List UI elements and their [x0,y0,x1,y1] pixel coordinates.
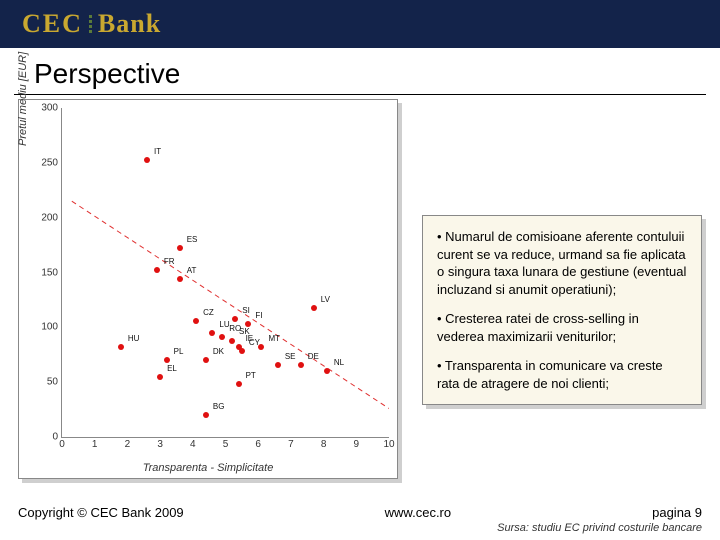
data-point [203,357,209,363]
x-tick: 6 [255,437,261,450]
x-tick: 10 [383,437,394,450]
data-point-label: ES [187,235,198,244]
data-point-label: LU [219,320,229,329]
y-tick: 150 [41,267,62,278]
data-point-label: IT [154,147,161,156]
data-point [193,318,199,324]
y-tick: 50 [47,377,62,388]
x-tick: 0 [59,437,65,450]
copyright-text: Copyright © CEC Bank 2009 [18,505,184,520]
data-point-label: HU [128,334,140,343]
x-tick: 2 [125,437,131,450]
scatter-chart: Pretul mediu [EUR] 050100150200250300012… [18,99,398,479]
x-axis-label: Transparenta - Simplicitate [143,462,274,474]
x-tick: 1 [92,437,98,450]
data-point-label: DE [308,352,319,361]
data-point [311,305,317,311]
data-point-label: CZ [203,308,214,317]
data-point [298,362,304,368]
page-number: pagina 9 [652,505,702,520]
data-point [232,316,238,322]
x-tick: 3 [157,437,163,450]
header-band: CEC Bank [0,0,720,48]
data-point [245,321,251,327]
data-point [157,374,163,380]
data-point [236,381,242,387]
data-point-label: MT [268,334,280,343]
data-point-label: DK [213,347,224,356]
footer: Copyright © CEC Bank 2009 www.cec.ro pag… [0,499,720,540]
data-point [209,330,215,336]
y-axis-label: Pretul mediu [EUR] [17,52,29,146]
footer-url: www.cec.ro [385,505,451,520]
data-point [239,348,245,354]
x-tick: 5 [223,437,229,450]
bullet-item: • Cresterea ratei de cross-selling in ve… [437,310,687,345]
data-point [177,276,183,282]
data-point [118,344,124,350]
data-point [144,157,150,163]
data-point [203,412,209,418]
plot-area: 050100150200250300012345678910ITESFRATLV… [61,108,389,438]
logo-separator [89,15,92,33]
data-point-label: FR [164,257,175,266]
data-point-label: PL [174,347,184,356]
y-tick: 300 [41,103,62,114]
bullets-panel: • Numarul de comisioane aferente contulu… [422,215,702,405]
data-point-label: EL [167,364,177,373]
data-point [275,362,281,368]
data-point [219,334,225,340]
logo-text-1: CEC [22,9,83,39]
data-point [324,368,330,374]
x-tick: 8 [321,437,327,450]
data-point-label: NL [334,358,344,367]
data-point-label: SI [242,306,250,315]
x-tick: 4 [190,437,196,450]
logo-text-2: Bank [98,9,161,39]
data-point [164,357,170,363]
logo: CEC Bank [22,9,161,39]
data-point-label: PT [246,371,256,380]
x-tick: 9 [354,437,360,450]
trend-line [62,108,389,437]
data-point [229,338,235,344]
data-point [177,245,183,251]
source-note: Sursa: studiu EC privind costurile banca… [18,522,702,534]
data-point-label: AT [187,266,197,275]
page-title: Perspective [14,48,706,95]
bullet-item: • Numarul de comisioane aferente contulu… [437,228,687,298]
data-point [154,267,160,273]
data-point-label: SE [285,352,296,361]
data-point-label: FI [255,311,262,320]
data-point-label: LV [321,295,330,304]
data-point [258,344,264,350]
y-tick: 100 [41,322,62,333]
y-tick: 250 [41,157,62,168]
y-tick: 200 [41,212,62,223]
x-tick: 7 [288,437,294,450]
bullet-item: • Transparenta in comunicare va creste r… [437,357,687,392]
data-point-label: BG [213,402,225,411]
